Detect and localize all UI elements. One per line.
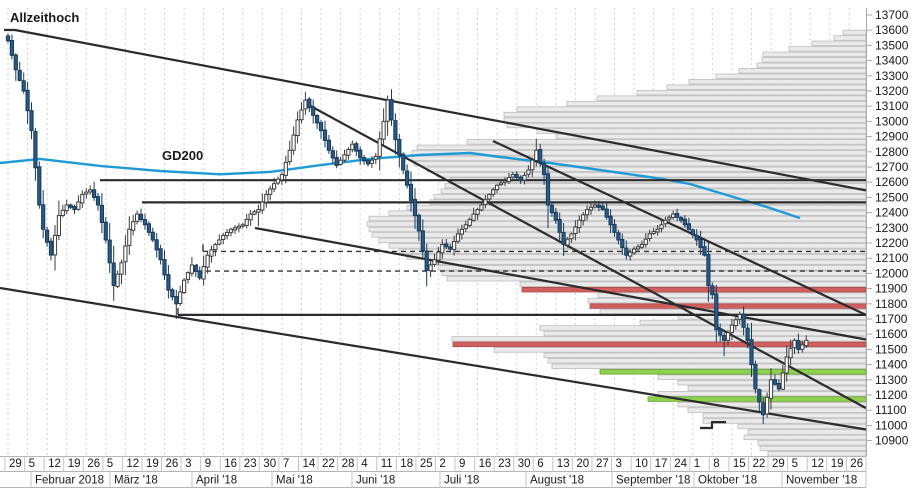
x-axis-day-label: 9 <box>459 458 465 470</box>
x-axis-day-label: 14 <box>303 458 316 470</box>
y-axis-label: 13300 <box>875 69 909 83</box>
y-axis-label: 11200 <box>875 388 908 402</box>
x-axis-day-label: 10 <box>635 458 648 470</box>
x-axis-day-label: 28 <box>342 458 355 470</box>
x-axis-month-label: September '18 <box>616 475 690 487</box>
x-axis-day-label: 26 <box>850 458 863 470</box>
x-axis-month-label: November '18 <box>786 475 857 487</box>
y-axis-label: 13500 <box>875 38 909 52</box>
x-axis-day-label: 13 <box>557 458 570 470</box>
y-axis-label: 12200 <box>875 236 909 250</box>
y-axis-label: 11100 <box>875 403 907 417</box>
y-axis-label: 13600 <box>875 23 909 37</box>
y-axis-label: 12900 <box>875 130 909 144</box>
x-axis-day-label: 17 <box>655 458 668 470</box>
x-axis-day-label: 3 <box>616 458 622 470</box>
x-axis-month-label: Juli '18 <box>444 475 479 487</box>
x-axis-month-label: Februar 2018 <box>35 475 104 487</box>
x-axis-day-label: 26 <box>166 458 179 470</box>
y-axis-label: 12300 <box>875 221 909 235</box>
candlestick-layer <box>5 33 809 424</box>
x-axis-day-label: 16 <box>479 458 492 470</box>
x-axis-day-label: 11 <box>381 458 393 470</box>
x-axis-day-label: 3 <box>185 458 191 470</box>
x-axis-month-label: Oktober '18 <box>698 475 757 487</box>
gd200-line <box>0 151 801 220</box>
y-axis-label: 13400 <box>875 54 909 68</box>
x-axis-day-label: 26 <box>87 458 100 470</box>
x-axis-day-label: 1 <box>694 458 700 470</box>
horizontal-levels <box>100 179 866 316</box>
y-axis-label: 13700 <box>875 8 909 22</box>
x-axis-day-label: 8 <box>713 458 719 470</box>
x-axis-day-label: 30 <box>518 458 531 470</box>
x-axis-day-label: 23 <box>244 458 257 470</box>
x-axis-day-label: 6 <box>537 458 543 470</box>
x-axis-day-label: 29 <box>9 458 22 470</box>
x-axis-day-label: 4 <box>361 458 368 470</box>
x-axis-day-label: 12 <box>48 458 61 470</box>
x-axis-month-label: Juni '18 <box>356 475 395 487</box>
y-axis-label: 12000 <box>875 266 909 280</box>
x-axis-day-label: 23 <box>498 458 511 470</box>
x-axis-day-label: 29 <box>772 458 785 470</box>
x-axis-day-label: 9 <box>205 458 211 470</box>
x-axis-day-label: 15 <box>733 458 746 470</box>
x-axis-day-label: 12 <box>811 458 824 470</box>
x-axis-day-label: 22 <box>753 458 766 470</box>
x-axis-day-label: 25 <box>420 458 433 470</box>
x-axis-month-label: Mai '18 <box>276 475 313 487</box>
y-axis-label: 11000 <box>875 418 908 432</box>
y-axis-label: 11400 <box>875 358 908 372</box>
x-axis-day-label: 24 <box>674 458 687 470</box>
y-axis-label: 12600 <box>875 175 909 189</box>
untere-kanallinie <box>0 286 867 431</box>
x-axis-day-label: 27 <box>596 458 609 470</box>
volume-profile-layer <box>366 29 867 457</box>
x-axis-day-label: 18 <box>400 458 413 470</box>
x-axis-day-label: 5 <box>29 458 35 470</box>
y-axis-label: 11700 <box>875 312 908 326</box>
x-axis-month-label: August '18 <box>530 475 584 487</box>
x-axis: 29 5 12 19 26 5 12 19 26 3 9 16 23 30 7 14 22 28 4 11 18 25 2 9… <box>0 456 867 488</box>
x-axis-day-label: 19 <box>68 458 81 470</box>
x-axis-day-label: 12 <box>126 458 139 470</box>
x-axis-day-label: 22 <box>322 458 335 470</box>
allzeithoch-abwaertstrend <box>4 28 867 192</box>
x-axis-day-label: 20 <box>576 458 589 470</box>
x-axis-day-label: 5 <box>107 458 113 470</box>
y-axis-label: 11300 <box>875 373 908 387</box>
x-axis-day-label: 16 <box>224 458 237 470</box>
y-axis-label: 11800 <box>875 297 908 311</box>
x-axis-day-label: 19 <box>831 458 844 470</box>
y-axis-label: 11900 <box>875 282 908 296</box>
y-axis-label: 13200 <box>875 84 909 98</box>
x-axis-day-label: 2 <box>439 458 445 470</box>
mittlere-abwaertslinie <box>254 226 867 341</box>
y-axis-label: 11600 <box>875 327 908 341</box>
x-axis-day-label: 5 <box>792 458 798 470</box>
x-axis-day-label: 30 <box>263 458 276 470</box>
x-axis-month-label: April '18 <box>196 475 237 487</box>
x-axis-day-label: 7 <box>283 458 289 470</box>
y-axis-label: 12800 <box>875 145 909 159</box>
y-axis-label: 12100 <box>875 251 909 265</box>
x-axis-month-label: März '18 <box>114 475 158 487</box>
y-axis-label: 12700 <box>875 160 909 174</box>
tief-stufenmarker <box>700 421 726 430</box>
x-axis-day-label: 19 <box>146 458 159 470</box>
juli-abwaertstrend <box>492 140 867 316</box>
y-axis-label: 11500 <box>875 342 908 356</box>
y-axis-label: 12400 <box>875 206 909 220</box>
y-axis-label: 10900 <box>875 434 909 448</box>
y-axis-label: 13100 <box>875 99 909 113</box>
y-axis-label: 12500 <box>875 190 909 204</box>
y-axis-label: 13000 <box>875 114 909 128</box>
